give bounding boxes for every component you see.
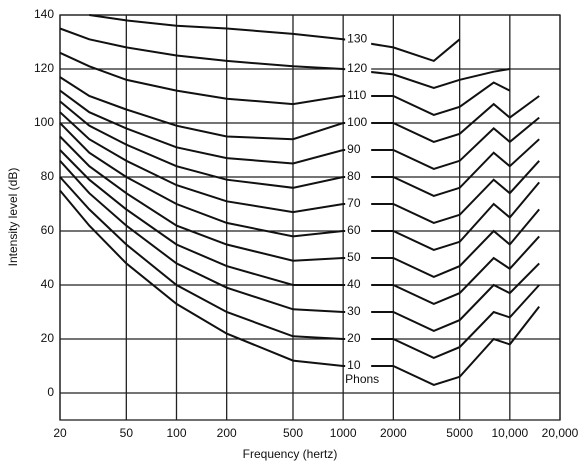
curve-label: 60: [347, 223, 361, 237]
label-bg: [345, 251, 372, 265]
curve-label: 110: [347, 88, 366, 102]
annotation: Phons: [345, 372, 379, 386]
loudness-curve: [59, 89, 540, 170]
y-tick-label: 60: [41, 223, 55, 237]
curve-label: 40: [347, 277, 361, 291]
label-bg: [345, 332, 372, 346]
curve-label: 70: [347, 196, 361, 210]
y-tick-label: 20: [41, 331, 55, 345]
loudness-curve: [89, 14, 461, 63]
loudness-curve: [59, 122, 540, 251]
curve-label: 80: [347, 169, 361, 183]
plot-frame: [59, 14, 561, 421]
loudness-curve: [59, 51, 511, 116]
loudness-curve: [59, 100, 540, 197]
curve-label: 50: [347, 250, 361, 264]
curve-label: 10: [347, 358, 361, 372]
loudness-curve: [59, 111, 540, 224]
curve-label: 100: [347, 115, 367, 129]
y-tick-label: 80: [41, 169, 55, 183]
label-bg: [345, 305, 372, 319]
x-tick-label: 200: [217, 426, 237, 440]
y-axis-label: Intensity level (dB): [6, 168, 20, 267]
x-tick-label: 2000: [380, 426, 407, 440]
y-tick-label: 40: [41, 277, 55, 291]
loudness-curve: [59, 160, 540, 332]
loudness-curve: [59, 135, 540, 278]
y-tick-label: 0: [47, 385, 54, 399]
curve-label: 120: [347, 61, 367, 75]
y-tick-label: 120: [34, 61, 54, 75]
label-bg: [345, 170, 372, 184]
x-tick-label: 1000: [330, 426, 357, 440]
loudness-curve: [59, 27, 510, 89]
label-bg: [345, 32, 372, 47]
x-tick-label: 20: [53, 426, 67, 440]
curve-label: 20: [347, 331, 361, 345]
label-bg: [345, 359, 372, 373]
label-bg: [345, 143, 372, 157]
y-tick-label: 100: [34, 115, 54, 129]
x-tick-label: 10,000: [491, 426, 528, 440]
label-bg: [345, 116, 372, 130]
x-tick-label: 100: [166, 426, 186, 440]
label-bg: [345, 62, 372, 76]
x-tick-label: 20,000: [542, 426, 579, 440]
label-bg: [345, 224, 372, 238]
x-axis-label: Frequency (hertz): [243, 447, 338, 461]
loudness-curve: [59, 149, 540, 305]
x-tick-label: 50: [120, 426, 134, 440]
y-tick-label: 140: [34, 7, 54, 21]
label-bg: [345, 197, 372, 211]
loudness-curve: [59, 76, 540, 143]
label-bg: [345, 89, 372, 103]
curve-label: 90: [347, 142, 361, 156]
loudness-curve: [59, 176, 540, 359]
curve-label: 30: [347, 304, 361, 318]
x-tick-label: 5000: [446, 426, 473, 440]
curve-label: 130: [347, 31, 367, 45]
loudness-curve: [59, 189, 540, 386]
label-bg: [345, 278, 372, 292]
x-tick-label: 500: [283, 426, 303, 440]
